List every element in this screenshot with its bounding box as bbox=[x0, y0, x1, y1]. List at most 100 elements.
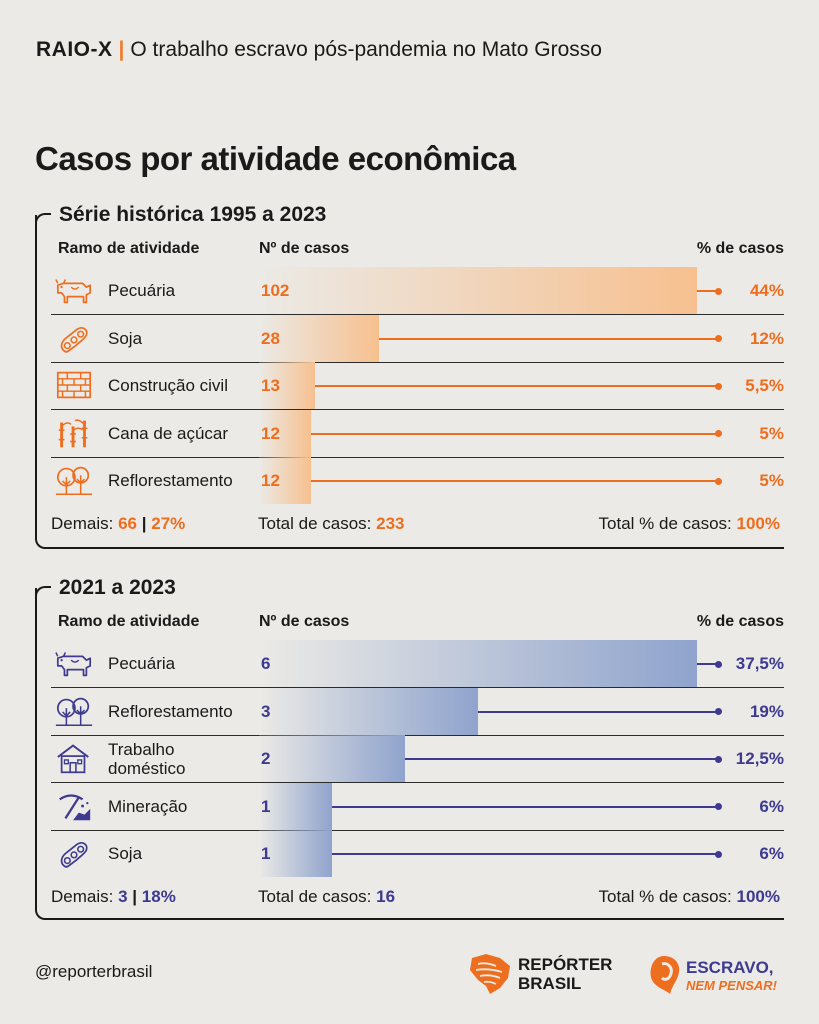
table-row: Soja 28 12% bbox=[51, 314, 784, 363]
others-percent: 27% bbox=[151, 514, 186, 533]
sugarcane-icon bbox=[54, 416, 94, 450]
value-label: 1 bbox=[261, 796, 271, 816]
leader-dot bbox=[715, 755, 722, 763]
leader-dot bbox=[715, 382, 722, 390]
header: RAIO-X | O trabalho escravo pós-pandemia n… bbox=[36, 38, 602, 62]
social-handle: @reporterbrasil bbox=[35, 962, 153, 981]
column-header-percent: % de casos bbox=[696, 240, 784, 257]
others-percent: 18% bbox=[141, 887, 176, 906]
percent-label: 19% bbox=[749, 701, 784, 721]
section-frame bbox=[35, 213, 784, 549]
total-percent-label: Total % de casos: bbox=[598, 514, 732, 533]
leader-dot bbox=[715, 430, 722, 437]
column-header-activity: Ramo de atividade bbox=[58, 240, 200, 257]
page-title: Casos por atividade econômica bbox=[35, 140, 516, 177]
bar bbox=[259, 409, 311, 457]
bar bbox=[259, 362, 315, 409]
percent-label: 44% bbox=[749, 281, 784, 300]
column-header-activity: Ramo de atividade bbox=[58, 613, 200, 630]
value-label: 2 bbox=[261, 749, 271, 768]
leader-dot bbox=[715, 708, 722, 715]
total-percent-value: 100% bbox=[736, 514, 780, 533]
table-row: Pecuária 102 44% bbox=[51, 267, 784, 315]
logo2-line2: NEM PENSAR! bbox=[686, 978, 778, 993]
table-row: Mineração 1 6% bbox=[51, 782, 784, 831]
brick-wall-icon bbox=[54, 368, 94, 402]
footer-others: Demais: 3 | 18% bbox=[51, 887, 176, 906]
category-label: Cana de açúcar bbox=[108, 423, 229, 443]
value-label: 13 bbox=[261, 376, 280, 395]
category-label: Reflorestamento bbox=[108, 701, 233, 721]
escravo-nem-pensar-logo: ESCRAVO, NEM PENSAR! bbox=[646, 950, 796, 1000]
total-percent-label: Total % de casos: bbox=[598, 887, 732, 906]
leader-line bbox=[332, 853, 718, 855]
table-row: Pecuária 6 37,5% bbox=[51, 640, 784, 688]
section-title: 2021 a 2023 bbox=[59, 576, 176, 600]
section-title: Série histórica 1995 a 2023 bbox=[59, 203, 327, 227]
leader-line bbox=[405, 758, 718, 760]
category-label: Mineração bbox=[108, 796, 188, 816]
percent-label: 37,5% bbox=[735, 654, 784, 673]
category-label: Soja bbox=[108, 844, 143, 863]
reporter-brasil-logo: REPÓRTER BRASIL bbox=[466, 948, 626, 998]
percent-label: 5,5% bbox=[745, 376, 784, 395]
percent-label: 12,5% bbox=[735, 749, 784, 768]
leader-line bbox=[314, 385, 718, 387]
value-label: 1 bbox=[261, 844, 271, 863]
pickaxe-icon bbox=[54, 789, 94, 823]
section-frame bbox=[35, 586, 784, 920]
bar bbox=[259, 640, 697, 687]
leader-dot bbox=[715, 850, 722, 858]
table-row: Trabalho doméstico 2 12,5% bbox=[51, 735, 784, 783]
leader-line bbox=[310, 480, 718, 482]
value-label: 12 bbox=[261, 471, 280, 490]
table-row: Reflorestamento 12 5% bbox=[51, 457, 784, 504]
value-label: 12 bbox=[261, 423, 280, 443]
value-label: 102 bbox=[261, 281, 290, 300]
footer-total: Total de casos: 16 bbox=[258, 887, 395, 907]
percent-label: 5% bbox=[759, 471, 784, 490]
house-icon bbox=[54, 741, 94, 775]
soy-icon bbox=[54, 836, 94, 870]
category-label: Pecuária bbox=[108, 654, 176, 673]
leader-dot bbox=[715, 803, 722, 810]
chart-section-historic: Série histórica 1995 a 2023 Ramo de ativ… bbox=[35, 203, 784, 549]
leader-dot bbox=[715, 287, 722, 295]
leader-dot bbox=[715, 335, 722, 342]
leader-dot bbox=[715, 660, 722, 668]
percent-label: 5% bbox=[759, 423, 784, 443]
total-percent-value: 100% bbox=[736, 887, 780, 906]
category-label: Construção civil bbox=[108, 376, 228, 395]
bar bbox=[259, 314, 380, 362]
column-header-count: Nº de casos bbox=[259, 613, 350, 630]
cow-icon bbox=[54, 273, 94, 307]
logo1-line1: REPÓRTER bbox=[518, 955, 612, 974]
bar bbox=[259, 267, 697, 314]
category-label: Soja bbox=[108, 328, 143, 348]
value-label: 3 bbox=[261, 701, 271, 721]
bar bbox=[259, 457, 311, 504]
percent-label: 6% bbox=[759, 796, 784, 816]
forest-icon bbox=[54, 463, 94, 497]
total-value: 16 bbox=[376, 887, 396, 906]
header-kicker: RAIO-X bbox=[36, 38, 113, 61]
table-row: Cana de açúcar 12 5% bbox=[51, 409, 784, 458]
others-label: Demais: bbox=[51, 887, 114, 906]
total-label: Total de casos: bbox=[258, 514, 372, 533]
bar bbox=[259, 735, 405, 782]
others-count: 66 bbox=[118, 514, 138, 533]
others-count: 3 bbox=[118, 887, 128, 906]
footer-total: Total de casos: 233 bbox=[258, 514, 405, 534]
footer-total-percent: Total % de casos: 100% bbox=[599, 514, 780, 534]
value-label: 28 bbox=[261, 328, 280, 348]
percent-label: 6% bbox=[759, 844, 784, 863]
value-label: 6 bbox=[261, 654, 271, 673]
category-label: Reflorestamento bbox=[108, 471, 233, 490]
column-header-percent: % de casos bbox=[696, 613, 784, 630]
leader-line bbox=[379, 337, 718, 340]
table-row: Construção civil 13 5,5% bbox=[51, 362, 784, 410]
bar bbox=[259, 782, 332, 830]
cow-icon bbox=[54, 646, 94, 680]
column-header-count: Nº de casos bbox=[259, 240, 350, 257]
bar bbox=[259, 830, 332, 877]
